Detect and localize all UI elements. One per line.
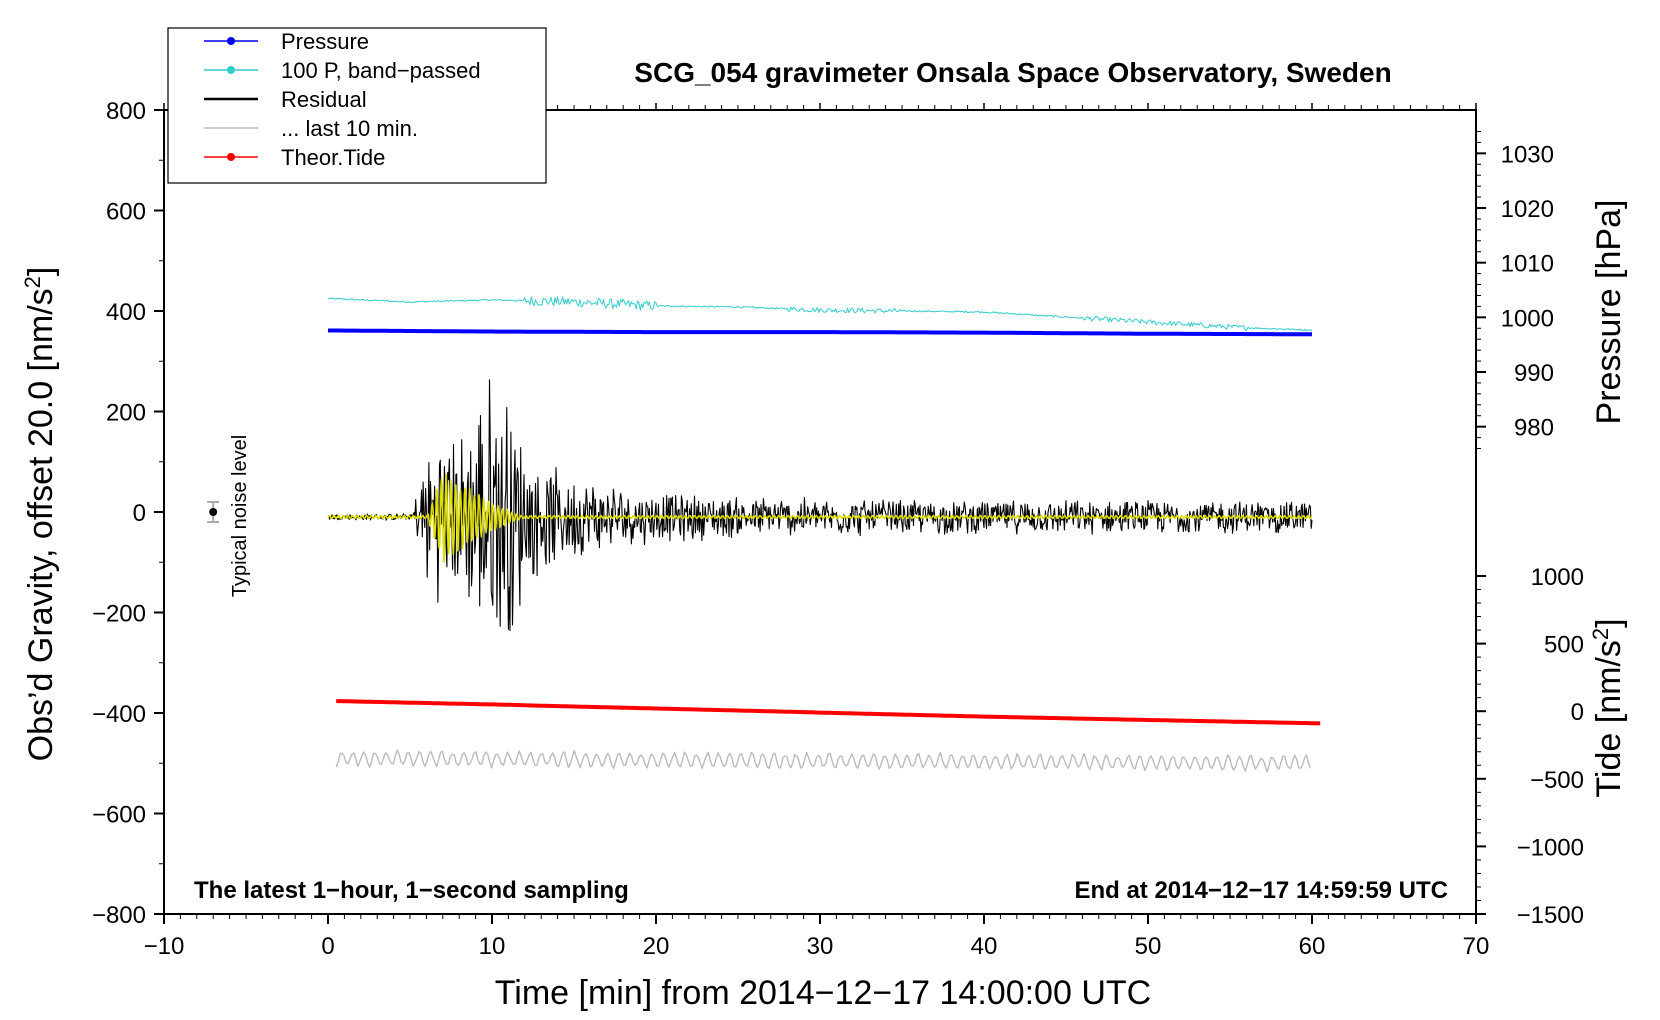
y-axis-pressure-label: Pressure [hPa] [1590, 200, 1628, 425]
legend-marker [227, 153, 235, 161]
legend-marker [227, 37, 235, 45]
tide-tick-label: 1000 [1531, 564, 1584, 591]
legend-label: ... last 10 min. [281, 116, 418, 141]
x-tick-label: 0 [321, 933, 334, 960]
legend-marker [227, 66, 235, 74]
y-left-tick-label: −800 [92, 902, 146, 929]
legend-label: Residual [281, 87, 367, 112]
tide-tick-label: 0 [1571, 699, 1584, 726]
y-left-tick-label: 200 [106, 400, 146, 427]
y-left-tick-label: −400 [92, 701, 146, 728]
x-tick-label: 10 [479, 933, 506, 960]
x-axis: −10 0 10 20 30 40 50 60 70 [144, 103, 1490, 960]
sampling-annotation: The latest 1−hour, 1−second sampling [194, 877, 629, 904]
y-axis-tide: 1000 500 0 −500 −1000 −1500 [1476, 564, 1584, 929]
tide-tick-label: −1000 [1517, 834, 1584, 861]
x-tick-label: 50 [1135, 933, 1162, 960]
pressure-tick-label: 1000 [1501, 305, 1554, 332]
legend: Pressure 100 P, band−passed Residual ... la… [167, 27, 547, 184]
y-left-tick-label: −600 [92, 802, 146, 829]
tide-tick-label: −1500 [1517, 902, 1584, 929]
legend-label: Pressure [281, 29, 369, 54]
y-axis-left: 800 600 400 200 0 −200 −400 −600 −800 [92, 98, 164, 929]
y-axis-tide-label: Tide [nm/s2] [1588, 618, 1628, 797]
y-left-tick-label: 400 [106, 299, 146, 326]
end-time-annotation: End at 2014−12−17 14:59:59 UTC [1074, 877, 1448, 904]
y-left-tick-label: 0 [133, 500, 146, 527]
y-axis-left-label: Obs’d Gravity, offset 20.0 [nm/s2] [20, 267, 60, 762]
series-theor-tide [336, 699, 1321, 726]
series-band-passed-pressure [327, 296, 1313, 332]
pressure-tick-label: 990 [1514, 360, 1554, 387]
series-pressure [328, 328, 1312, 337]
x-tick-label: 70 [1463, 933, 1490, 960]
plot-frame [163, 109, 1477, 915]
y-axis-pressure: 1030 1020 1010 1000 990 980 [1476, 130, 1554, 450]
pressure-tick-label: 1020 [1501, 196, 1554, 223]
x-tick-label: 60 [1299, 933, 1326, 960]
series-layer [327, 296, 1321, 773]
pressure-tick-label: 980 [1514, 415, 1554, 442]
x-tick-label: −10 [144, 933, 185, 960]
y-left-tick-label: 800 [106, 98, 146, 125]
series-band-passed-residual [327, 473, 1313, 563]
legend-label: Theor.Tide [281, 145, 385, 170]
series-last-10-min [335, 749, 1312, 773]
noise-level-marker [207, 500, 220, 524]
series-residual [327, 379, 1313, 632]
x-axis-label: Time [min] from 2014−12−17 14:00:00 UTC [495, 974, 1151, 1012]
pressure-tick-label: 1030 [1501, 141, 1554, 168]
x-tick-label: 30 [807, 933, 834, 960]
x-tick-label: 40 [971, 933, 998, 960]
tide-tick-label: 500 [1544, 632, 1584, 659]
noise-level-label: Typical noise level [229, 435, 251, 597]
tide-tick-label: −500 [1530, 767, 1584, 794]
chart-title: SCG_054 gravimeter Onsala Space Observat… [634, 57, 1391, 88]
y-left-tick-label: 600 [106, 199, 146, 226]
y-left-tick-label: −200 [92, 601, 146, 628]
pressure-tick-label: 1010 [1501, 251, 1554, 278]
x-tick-label: 20 [643, 933, 670, 960]
noise-dot [209, 508, 218, 516]
legend-label: 100 P, band−passed [281, 58, 481, 83]
